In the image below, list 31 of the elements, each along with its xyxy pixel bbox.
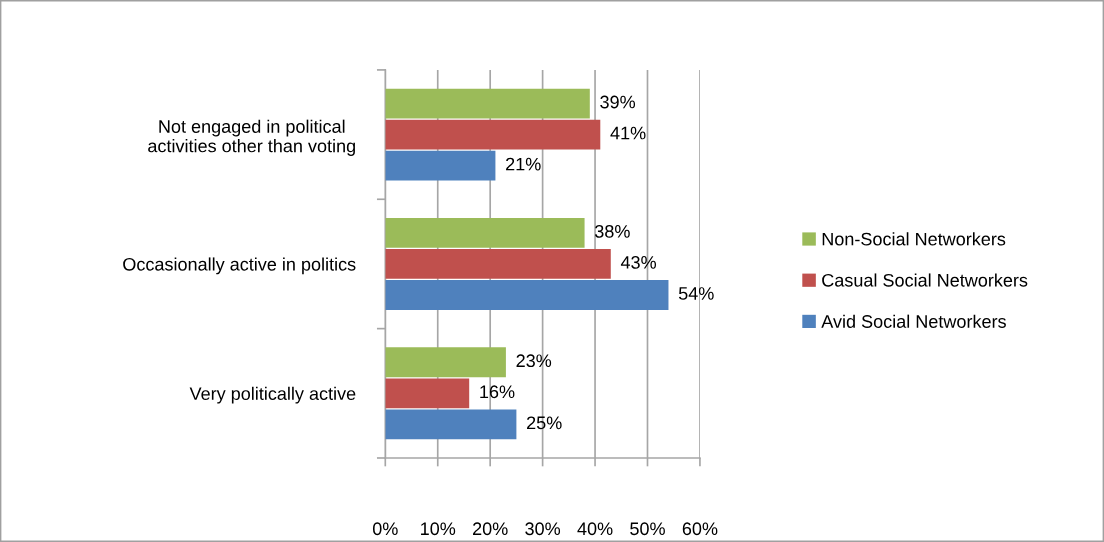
bar bbox=[385, 249, 611, 279]
x-tick-label: 0% bbox=[372, 522, 398, 536]
x-tick-label: 40% bbox=[577, 522, 613, 536]
x-tick-label: 20% bbox=[473, 522, 508, 536]
bar bbox=[385, 218, 585, 248]
bar bbox=[385, 378, 470, 409]
legend-label: Avid Social Networkers bbox=[821, 314, 1006, 328]
data-label: 21% bbox=[506, 157, 541, 171]
bar bbox=[385, 150, 496, 181]
bar bbox=[385, 88, 590, 119]
bar bbox=[385, 280, 669, 310]
bar bbox=[385, 119, 601, 150]
legend-label: Non-Social Networkers bbox=[822, 232, 1006, 246]
data-label: 25% bbox=[527, 416, 562, 430]
data-label: 39% bbox=[600, 95, 636, 109]
legend-label: Casual Social Networkers bbox=[822, 273, 1028, 287]
x-tick-label: 60% bbox=[682, 522, 718, 536]
y-tick-label: Occasionally active in politics bbox=[123, 257, 356, 275]
bar bbox=[385, 409, 517, 440]
data-label: 43% bbox=[620, 256, 657, 269]
data-label: 16% bbox=[480, 385, 515, 399]
data-label: 38% bbox=[594, 224, 630, 238]
bar bbox=[385, 347, 506, 378]
y-tick-label: Not engaged in political activities other than voting bbox=[148, 119, 355, 156]
x-tick-label: 10% bbox=[421, 522, 456, 536]
data-label: 23% bbox=[516, 354, 552, 368]
data-label: 41% bbox=[610, 126, 646, 140]
x-tick-label: 50% bbox=[630, 522, 665, 536]
data-label: 54% bbox=[678, 287, 714, 300]
y-tick-label: Very politically active bbox=[189, 386, 356, 404]
x-tick-label: 30% bbox=[525, 522, 561, 536]
